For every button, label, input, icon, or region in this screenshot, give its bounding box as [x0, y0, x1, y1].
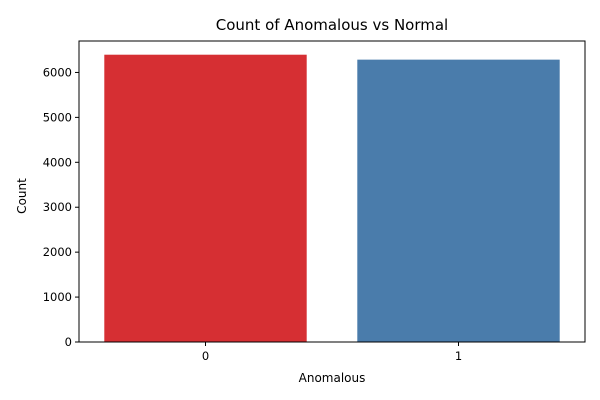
y-tick-label: 1000	[43, 290, 72, 304]
bar-0	[104, 54, 307, 342]
chart-title: Count of Anomalous vs Normal	[216, 16, 448, 34]
y-tick-label: 4000	[43, 155, 72, 169]
x-tick-label: 1	[455, 349, 462, 363]
y-tick-label: 0	[65, 335, 72, 349]
y-tick-label: 5000	[43, 110, 72, 124]
x-tick-label: 0	[202, 349, 209, 363]
y-tick-label: 3000	[43, 200, 72, 214]
x-axis-label: Anomalous	[299, 371, 366, 385]
y-tick-label: 6000	[43, 65, 72, 79]
y-tick-label: 2000	[43, 245, 72, 259]
bar-1	[357, 59, 560, 342]
y-axis-ticks: 0 1000 2000 3000 4000 5000 6000	[43, 65, 79, 349]
y-axis-label: Count	[15, 178, 29, 214]
plot-area	[104, 54, 560, 342]
plot-frame	[78, 40, 586, 343]
